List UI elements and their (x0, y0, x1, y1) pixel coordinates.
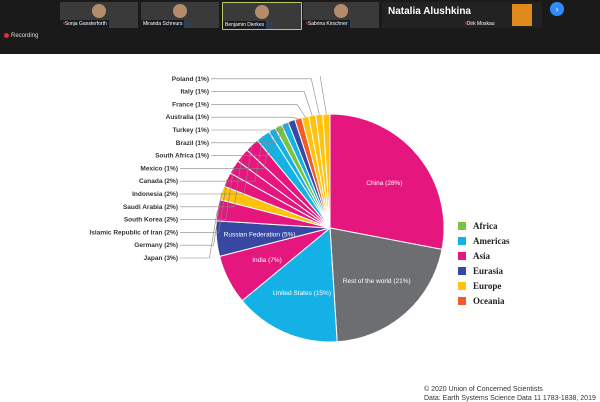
slice-label: India (7%) (252, 257, 282, 264)
slice-label: Poland (1%) (172, 76, 209, 83)
legend-swatch (458, 222, 466, 230)
data-source-credit: Data: Earth Systems Science Data 11 1783… (424, 395, 596, 402)
slice-label: United States (15%) (273, 290, 331, 297)
slice-label: Australia (1%) (166, 114, 209, 121)
mic-muted-icon: ✕ (464, 21, 469, 27)
legend-label: Africa (473, 221, 498, 231)
record-dot-icon (4, 33, 9, 38)
pie-slice (322, 113, 331, 229)
slice-label: France (1%) (172, 101, 209, 108)
callout-line (211, 126, 279, 156)
participant-video (255, 5, 269, 19)
slice-label: Turkey (1%) (173, 127, 209, 134)
participant-name: Miranda Schreurs (141, 20, 185, 28)
callout-line (211, 91, 313, 116)
shared-slide: China (28%) Rest of the world (21%) United… (0, 76, 600, 402)
slice-label: Brazil (1%) (176, 140, 209, 147)
participant-tile[interactable]: ✕ Sonja Gansterforth (60, 2, 138, 28)
participant-name: ✕ Dirk Moskau (464, 21, 495, 27)
slice-label: South Africa (1%) (155, 153, 209, 160)
meeting-top-bar: ✕ Sonja Gansterforth Miranda Schreurs Be… (0, 0, 600, 54)
slice-label: Saudi Arabia (2%) (123, 204, 178, 211)
slice-label: Islamic Republic of Iran (2%) (90, 229, 179, 236)
participant-video (173, 4, 187, 18)
slice-label: Rest of the world (21%) (343, 278, 411, 285)
legend-swatch (458, 252, 466, 260)
legend-label: Oceania (473, 296, 505, 306)
pie-slice (329, 113, 445, 250)
slice-label: South Korea (2%) (124, 217, 178, 224)
shared-content-thumbnail (512, 4, 532, 26)
participant-tile[interactable]: Miranda Schreurs (141, 2, 219, 28)
callout-line (180, 179, 228, 233)
legend-label: Europe (473, 281, 502, 291)
legend-swatch (458, 297, 466, 305)
pie-slice (329, 227, 443, 343)
callout-line (211, 104, 306, 117)
callout-line (180, 155, 243, 208)
slice-label: China (28%) (366, 180, 402, 187)
participant-name: ✕ Sabrina Kirschner (303, 20, 350, 28)
active-speaker-name: Natalia Alushkina (388, 6, 471, 17)
participant-tile[interactable]: Benjamin Dierkes (222, 2, 302, 30)
recording-indicator: Recording (4, 33, 38, 39)
slice-label: Mexico (1%) (140, 165, 178, 172)
slice-label: Japan (3%) (144, 255, 178, 262)
callout-line (180, 144, 253, 195)
slice-label: Russian Federation (5%) (224, 232, 296, 239)
copyright-credit: © 2020 Union of Concerned Scientists (424, 386, 543, 393)
callout-line (211, 120, 292, 131)
callout-line (180, 210, 218, 259)
legend-label: Eurasia (473, 266, 504, 276)
participant-tile[interactable]: ✕ Dirk Moskau (462, 14, 540, 28)
slice-label: Canada (2%) (139, 178, 178, 185)
mic-muted-icon: ✕ (62, 21, 67, 27)
legend-swatch (458, 267, 466, 275)
callout-line (211, 116, 299, 119)
callout-line (211, 78, 320, 115)
active-speaker-tile[interactable]: Natalia Alushkina (382, 2, 542, 28)
participant-video (334, 4, 348, 18)
pie-chart: China (28%) Rest of the world (21%) United… (90, 76, 445, 343)
pie-slice (241, 226, 338, 343)
participant-video (92, 4, 106, 18)
legend-label: Americas (473, 236, 510, 246)
callout-line (180, 192, 222, 246)
mic-muted-icon: ✕ (305, 21, 310, 27)
slice-label: Indonesia (2%) (132, 191, 178, 198)
slice-label: Germany (2%) (134, 242, 178, 249)
participant-tile[interactable]: ✕ Sabrina Kirschner (303, 2, 379, 28)
participant-name: Benjamin Dierkes (223, 21, 267, 29)
participant-name: ✕ Sonja Gansterforth (60, 20, 109, 28)
legend-swatch (458, 237, 466, 245)
slice-label: Italy (1%) (180, 89, 209, 96)
callout-line (180, 135, 264, 182)
callout-line (180, 166, 235, 220)
chevron-right-icon[interactable]: › (550, 2, 564, 16)
callout-line (319, 76, 327, 115)
legend-label: Asia (473, 251, 491, 261)
legend-swatch (458, 282, 466, 290)
